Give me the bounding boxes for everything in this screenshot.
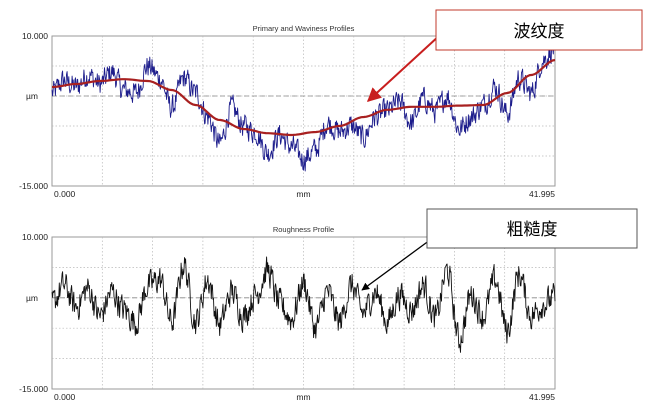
roughness-y-tick-label-bottom: -15.000 [19, 384, 48, 394]
roughness-chart-title: Roughness Profile [273, 225, 334, 234]
waviness-callout-arrow [366, 34, 441, 102]
roughness-x-axis-label: mm [296, 392, 310, 402]
roughness-roughness-series-line [51, 256, 556, 353]
roughness-callout-box [426, 208, 638, 249]
roughness-y-axis-label: µm [26, 293, 38, 303]
roughness-y-tick-label-top: 10.000 [22, 232, 48, 242]
roughness-x-tick-label-end: 41.995 [529, 392, 555, 402]
roughness-callout-arrow [361, 239, 431, 291]
primary-x-tick-label-start: 0.000 [54, 189, 76, 199]
waviness-callout: 波纹度 [366, 9, 643, 102]
roughness-callout-label: 粗糙度 [507, 220, 558, 239]
waviness-callout-label: 波纹度 [514, 22, 565, 41]
primary-y-tick-label-top: 10.000 [22, 31, 48, 41]
roughness-grid [52, 237, 555, 389]
primary-chart-panel: Primary and Waviness Profiles 10.000 µm -15… [19, 24, 556, 199]
waviness-callout-box [435, 9, 643, 51]
roughness-x-tick-label-start: 0.000 [54, 392, 76, 402]
primary-chart-title: Primary and Waviness Profiles [253, 24, 355, 33]
primary-x-axis-label: mm [296, 189, 310, 199]
roughness-callout: 粗糙度 [361, 208, 638, 291]
primary-x-tick-label-end: 41.995 [529, 189, 555, 199]
primary-waviness-series-line [51, 58, 556, 137]
primary-primary-series-line [51, 37, 556, 172]
primary-y-tick-label-bottom: -15.000 [19, 181, 48, 191]
roughness-chart-panel: Roughness Profile 10.000 µm -15.000 0.000 mm 4… [19, 225, 556, 402]
primary-y-axis-label: µm [26, 91, 38, 101]
